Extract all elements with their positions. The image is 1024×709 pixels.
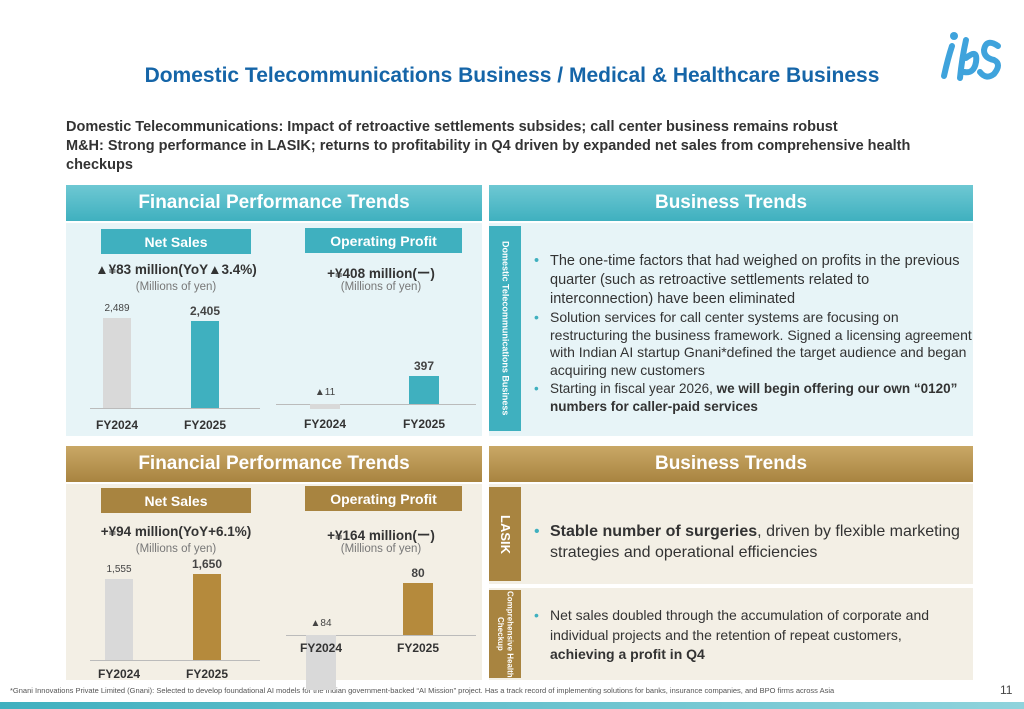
bottom-accent-bar xyxy=(0,702,1024,709)
telecom-bullet-3: Starting in fiscal year 2026, we will be… xyxy=(532,380,972,415)
medical-op-profit-xlabel-fy2025: FY2025 xyxy=(396,641,440,655)
telecom-op-profit-xlabel-fy2025: FY2025 xyxy=(402,417,446,431)
telecom-net-sales-bar-fy2025 xyxy=(191,321,219,408)
checkup-bullet: Net sales doubled through the accumulati… xyxy=(532,606,962,665)
telecom-op-profit-xlabel-fy2024: FY2024 xyxy=(303,417,347,431)
lasik-bullets: Stable number of surgeries, driven by fl… xyxy=(532,521,962,563)
telecom-op-profit-change: +¥408 million(ー) xyxy=(327,266,435,281)
telecom-net-sales-bar-fy2024 xyxy=(103,318,131,408)
telecom-op-profit-value-fy2025: 397 xyxy=(413,359,435,373)
medical-net-sales-bar-fy2025 xyxy=(193,574,221,660)
page-title: Domestic Telecommunications Business / M… xyxy=(144,64,880,87)
medical-op-profit-value-fy2025: 80 xyxy=(411,565,425,580)
medical-op-profit-bar-fy2024 xyxy=(306,635,336,690)
footnote: *Gnani Innovations Private Limited (Gnan… xyxy=(10,686,835,695)
telecom-bullet-3-normal: Starting in fiscal year 2026, xyxy=(550,381,717,396)
telecom-net-sales-xlabel-fy2025: FY2025 xyxy=(183,418,227,432)
telecom-op-profit-value-fy2024: ▲11 xyxy=(314,387,336,398)
telecom-net-sales-value-fy2025: 2,405 xyxy=(189,304,221,319)
telecom-side-label-text: Domestic Telecommunications Business xyxy=(500,241,511,416)
medical-net-sales-value-fy2024: 1,555 xyxy=(106,563,132,575)
telecom-op-profit-label: Operating Profit xyxy=(305,228,462,253)
medical-op-profit-xlabel-fy2024: FY2024 xyxy=(299,641,343,655)
medical-net-sales-axis xyxy=(90,660,260,661)
telecom-op-profit-bar-fy2024 xyxy=(310,404,340,409)
medical-op-profit-bar-fy2025 xyxy=(403,582,433,635)
lasik-bullet-rest: , driven by flexible marketing strategie… xyxy=(550,523,960,561)
medical-net-sales-value-fy2025: 1,650 xyxy=(191,557,223,571)
telecom-op-profit-bar-fy2025 xyxy=(409,376,439,404)
company-logo xyxy=(941,32,1001,81)
telecom-net-sales-change: ▲¥83 million(YoY▲3.4%) xyxy=(95,262,257,277)
medical-op-profit-change: +¥164 million(ー) xyxy=(327,528,435,543)
telecom-bullet-3-bold: we will begin offering our own “0120” nu… xyxy=(550,381,958,414)
telecom-net-sales-value-fy2024: 2,489 xyxy=(104,303,130,314)
telecom-business-header: Business Trends xyxy=(489,185,973,221)
telecom-net-sales-unit: (Millions of yen) xyxy=(135,281,217,293)
checkup-bullet-bold: achieving a profit in Q4 xyxy=(550,646,705,662)
medical-op-profit-value-fy2024: ▲84 xyxy=(310,618,332,629)
telecom-net-sales-axis xyxy=(90,408,260,409)
medical-net-sales-label: Net Sales xyxy=(101,488,251,513)
telecom-op-profit-axis xyxy=(276,404,476,405)
summary-line-2: M&H: Strong performance in LASIK; return… xyxy=(66,138,911,173)
telecom-bullets: The one-time factors that had weighed on… xyxy=(532,252,972,415)
telecom-bullet-2: Solution services for call center system… xyxy=(532,309,972,379)
medical-net-sales-xlabel-fy2025: FY2025 xyxy=(185,667,229,681)
telecom-net-sales-label: Net Sales xyxy=(101,229,251,254)
checkup-side-label-text: Comprehensive Health Checkup xyxy=(496,590,515,678)
checkup-bullets: Net sales doubled through the accumulati… xyxy=(532,606,962,665)
checkup-bullet-normal: Net sales doubled through the accumulati… xyxy=(550,607,930,643)
medical-op-profit-unit: (Millions of yen) xyxy=(340,543,422,555)
medical-net-sales-change: +¥94 million(YoY+6.1%) xyxy=(100,524,252,539)
medical-net-sales-xlabel-fy2024: FY2024 xyxy=(97,667,141,681)
summary: Domestic Telecommunications: Impact of r… xyxy=(66,118,966,175)
medical-net-sales-unit: (Millions of yen) xyxy=(135,543,217,555)
summary-line-1: Domestic Telecommunications: Impact of r… xyxy=(66,119,838,135)
medical-op-profit-axis xyxy=(286,635,476,636)
lasik-bullet: Stable number of surgeries, driven by fl… xyxy=(532,521,962,563)
medical-business-header: Business Trends xyxy=(489,446,973,482)
medical-net-sales-bar-fy2024 xyxy=(105,578,133,660)
telecom-side-label: Domestic Telecommunications Business xyxy=(489,226,521,431)
page-number: 11 xyxy=(1000,683,1013,697)
lasik-side-label: LASIK xyxy=(489,487,521,581)
medical-financial-header: Financial Performance Trends xyxy=(66,446,482,482)
telecom-financial-header: Financial Performance Trends xyxy=(66,185,482,221)
telecom-bullet-1: The one-time factors that had weighed on… xyxy=(532,252,972,309)
checkup-side-label: Comprehensive Health Checkup xyxy=(489,590,521,678)
medical-financial-panel xyxy=(66,484,482,680)
telecom-net-sales-xlabel-fy2024: FY2024 xyxy=(95,418,139,432)
lasik-bullet-bold: Stable number of surgeries xyxy=(550,523,758,540)
telecom-op-profit-unit: (Millions of yen) xyxy=(340,281,422,293)
medical-op-profit-label: Operating Profit xyxy=(305,486,462,511)
lasik-side-label-text: LASIK xyxy=(497,514,513,554)
